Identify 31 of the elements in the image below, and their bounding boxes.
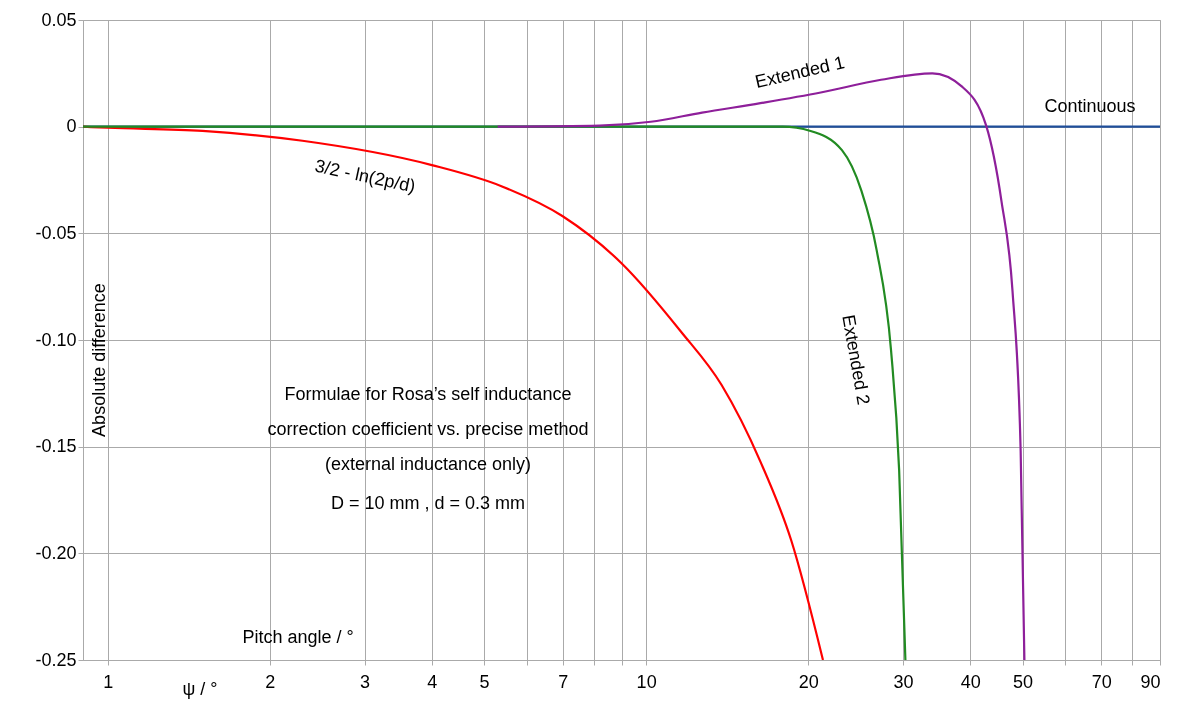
- annotation: (external inductance only): [324, 454, 532, 474]
- text: Extended 2: [838, 313, 874, 407]
- y-tick-label: 0: [66, 116, 77, 137]
- x-tick-label: 10: [636, 671, 657, 692]
- y-tick-label: -0.25: [35, 649, 77, 670]
- text: Extended 1: [753, 52, 847, 93]
- x-tick-label: 50: [1013, 671, 1034, 692]
- y-axis-title: Absolute difference: [89, 283, 109, 437]
- x-tick-label: 70: [1091, 671, 1112, 692]
- text: 3/2 - ln(2p/d): [313, 155, 418, 197]
- x-tick-label: 90: [1140, 671, 1161, 692]
- x-tick-label: 5: [479, 671, 490, 692]
- annotation: D = 10 mm , d = 0.3 mm: [330, 493, 526, 513]
- y-tick-label: -0.15: [35, 436, 77, 457]
- y-tick-label: 0.05: [41, 9, 77, 30]
- x-tick-label: 20: [798, 671, 819, 692]
- x-tick-label: 4: [427, 671, 438, 692]
- x-tick-label: 40: [960, 671, 981, 692]
- x-tick-label: 3: [360, 671, 371, 692]
- x-tick-label: 1: [103, 671, 114, 692]
- y-tick-label: -0.05: [35, 222, 77, 243]
- x-tick-label: 30: [893, 671, 914, 692]
- y-tick-label: -0.20: [35, 542, 77, 563]
- annotation: Formulae for Rosa’s self inductance: [284, 384, 572, 404]
- x-tick-label: 2: [265, 671, 276, 692]
- x-axis-title: Pitch angle / °: [242, 627, 354, 647]
- y-tick-label: -0.10: [35, 329, 77, 350]
- series-label: Continuous: [1044, 96, 1136, 116]
- x-tick-label: 7: [558, 671, 569, 692]
- text: ψ / °: [182, 679, 218, 699]
- annotation: correction coefficient vs. precise method: [267, 419, 589, 439]
